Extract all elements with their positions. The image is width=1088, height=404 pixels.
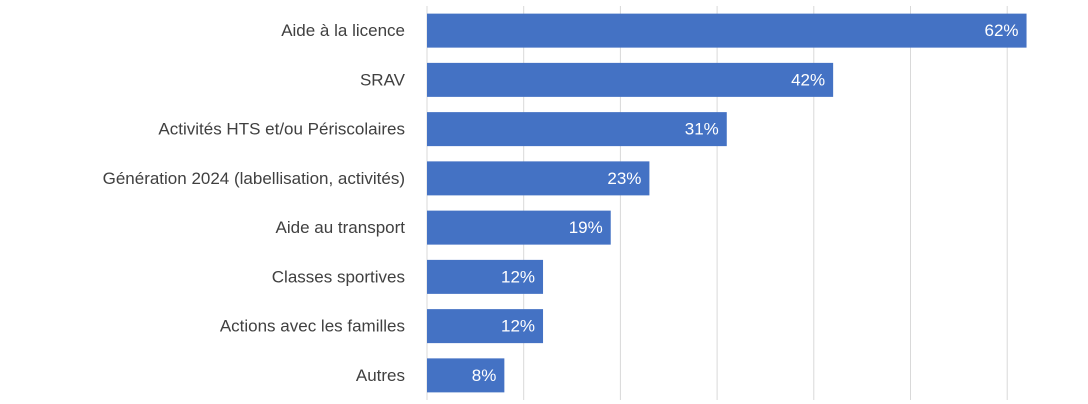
data-label: 42% [791,70,825,89]
data-label: 62% [985,21,1019,40]
bar [427,62,834,97]
category-label: Activités HTS et/ou Périscolaires [158,120,405,139]
bar [427,358,505,393]
data-label: 8% [472,366,497,385]
data-label: 23% [607,169,641,188]
category-label: Classes sportives [272,267,405,286]
category-label: Actions avec les familles [220,317,405,336]
bar [427,13,1027,48]
category-label: Autres [356,366,405,385]
data-label: 12% [501,317,535,336]
bar [427,210,611,245]
category-label: SRAV [360,70,406,89]
bar [427,161,650,196]
category-label: Génération 2024 (labellisation, activité… [103,169,405,188]
category-label: Aide au transport [276,218,406,237]
category-label: Aide à la licence [281,21,405,40]
data-label: 31% [685,120,719,139]
bar [427,309,544,344]
data-label: 12% [501,267,535,286]
bar [427,259,544,294]
data-label: 19% [569,218,603,237]
bar [427,112,727,147]
